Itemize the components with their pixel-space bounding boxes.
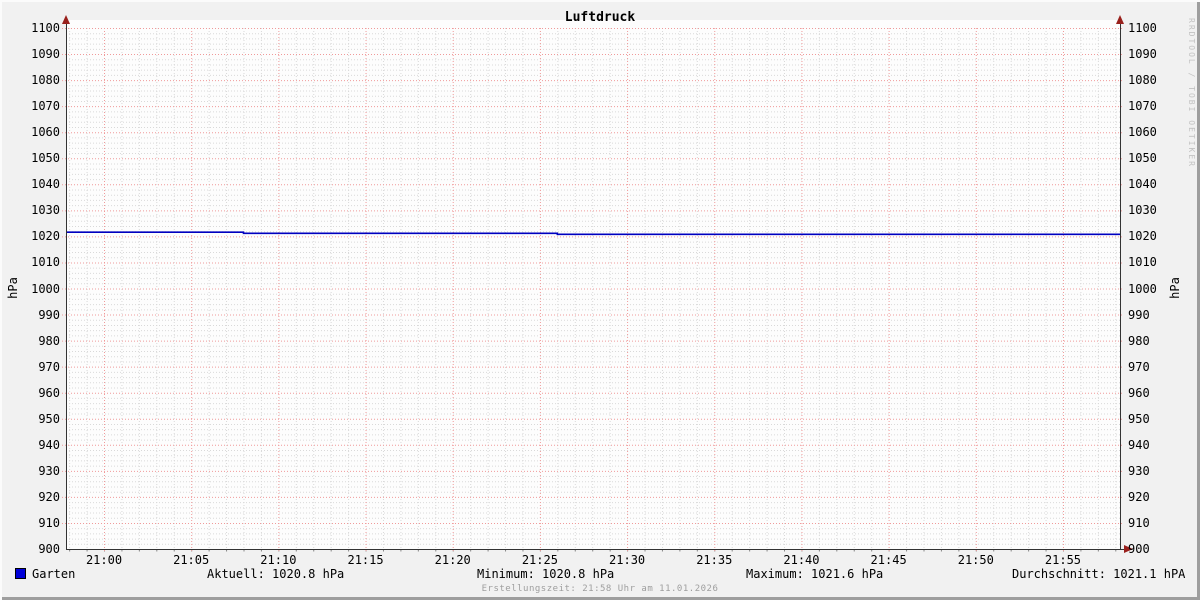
y-axis-unit-right: hPa	[1168, 277, 1182, 299]
y-tick-label-left: 980	[38, 333, 60, 348]
legend-row: Garten Aktuell: 1020.8 hPa Minimum: 1020…	[0, 567, 1200, 581]
chart-title: Luftdruck	[564, 10, 636, 25]
y-tick-label-left: 950	[38, 411, 60, 426]
y-tick-label-left: 910	[38, 515, 60, 530]
y-tick-label-right: 1060	[1128, 125, 1157, 140]
y-tick-label-left: 1060	[31, 125, 60, 140]
x-tick-label: 21:00	[85, 553, 123, 567]
y-tick-label-right: 1030	[1128, 203, 1157, 218]
stat-maximum: Maximum: 1021.6 hPa	[746, 567, 884, 581]
y-axis-arrow-right	[1116, 15, 1124, 24]
x-tick-label: 21:10	[260, 553, 297, 567]
y-tick-label-right: 1090	[1128, 47, 1157, 62]
y-tick-label-left: 960	[38, 385, 60, 400]
y-tick-label-right: 1070	[1128, 99, 1157, 114]
y-tick-label-right: 980	[1128, 333, 1150, 348]
y-tick-label-left: 920	[38, 489, 60, 504]
y-tick-label-left: 1100	[31, 21, 60, 35]
y-tick-label-left: 1010	[31, 255, 60, 270]
y-tick-label-right: 1020	[1128, 229, 1157, 244]
y-tick-label-right: 1050	[1128, 151, 1157, 166]
y-tick-label-left: 1040	[31, 177, 60, 192]
x-tick-label: 21:50	[957, 553, 994, 567]
x-tick-label: 21:55	[1044, 553, 1082, 567]
y-tick-label-left: 1030	[31, 203, 60, 218]
y-tick-label-right: 930	[1128, 463, 1150, 478]
y-tick-label-left: 1090	[31, 47, 60, 62]
y-tick-label-left: 900	[38, 542, 60, 556]
y-tick-label-right: 1100	[1128, 21, 1157, 35]
y-tick-label-right: 970	[1128, 359, 1150, 374]
y-tick-label-right: 1000	[1128, 281, 1157, 296]
stat-aktuell: Aktuell: 1020.8 hPa	[207, 567, 345, 581]
y-tick-label-left: 1070	[31, 99, 60, 114]
y-tick-label-right: 960	[1128, 385, 1150, 400]
y-tick-label-left: 1000	[31, 281, 60, 296]
x-tick-label: 21:30	[609, 553, 646, 567]
y-tick-label-left: 1050	[31, 151, 60, 166]
y-tick-label-right: 910	[1128, 515, 1150, 530]
y-axis-arrow-left	[62, 15, 70, 24]
y-tick-label-right: 1010	[1128, 255, 1157, 270]
y-tick-label-right: 950	[1128, 411, 1150, 426]
y-tick-label-left: 930	[38, 463, 60, 478]
y-tick-label-left: 990	[38, 307, 60, 322]
x-tick-label: 21:25	[521, 553, 558, 567]
x-tick-label: 21:05	[173, 553, 210, 567]
stat-minimum: Minimum: 1020.8 hPa	[477, 567, 615, 581]
x-tick-label: 21:20	[434, 553, 471, 567]
x-tick-label: 21:40	[783, 553, 820, 567]
x-tick-label: 21:35	[696, 553, 733, 567]
y-tick-label-right: 900	[1128, 542, 1150, 556]
y-tick-label-left: 1080	[31, 73, 60, 88]
y-tick-label-left: 940	[38, 437, 60, 452]
y-tick-label-right: 1080	[1128, 73, 1157, 88]
y-tick-label-right: 1040	[1128, 177, 1157, 192]
rrdtool-watermark: RRDTOOL / TOBI OETIKER	[1187, 18, 1196, 168]
y-tick-label-right: 990	[1128, 307, 1150, 322]
creation-timestamp: Erstellungszeit: 21:58 Uhr am 11.01.2026	[481, 584, 719, 594]
y-tick-label-left: 970	[38, 359, 60, 374]
y-axis-unit-left: hPa	[6, 277, 20, 299]
series-line-garten	[66, 231, 1120, 236]
x-tick-label: 21:15	[347, 553, 384, 567]
y-tick-label-left: 1020	[31, 229, 60, 244]
legend-series-label: Garten	[32, 567, 76, 581]
stat-durchschnitt: Durchschnitt: 1021.1 hPA	[1012, 567, 1186, 581]
legend-swatch-garten	[15, 568, 26, 579]
x-tick-label: 21:45	[870, 553, 907, 567]
x-axis-arrow	[1124, 545, 1133, 553]
y-tick-label-right: 920	[1128, 489, 1150, 504]
y-tick-label-right: 940	[1128, 437, 1150, 452]
